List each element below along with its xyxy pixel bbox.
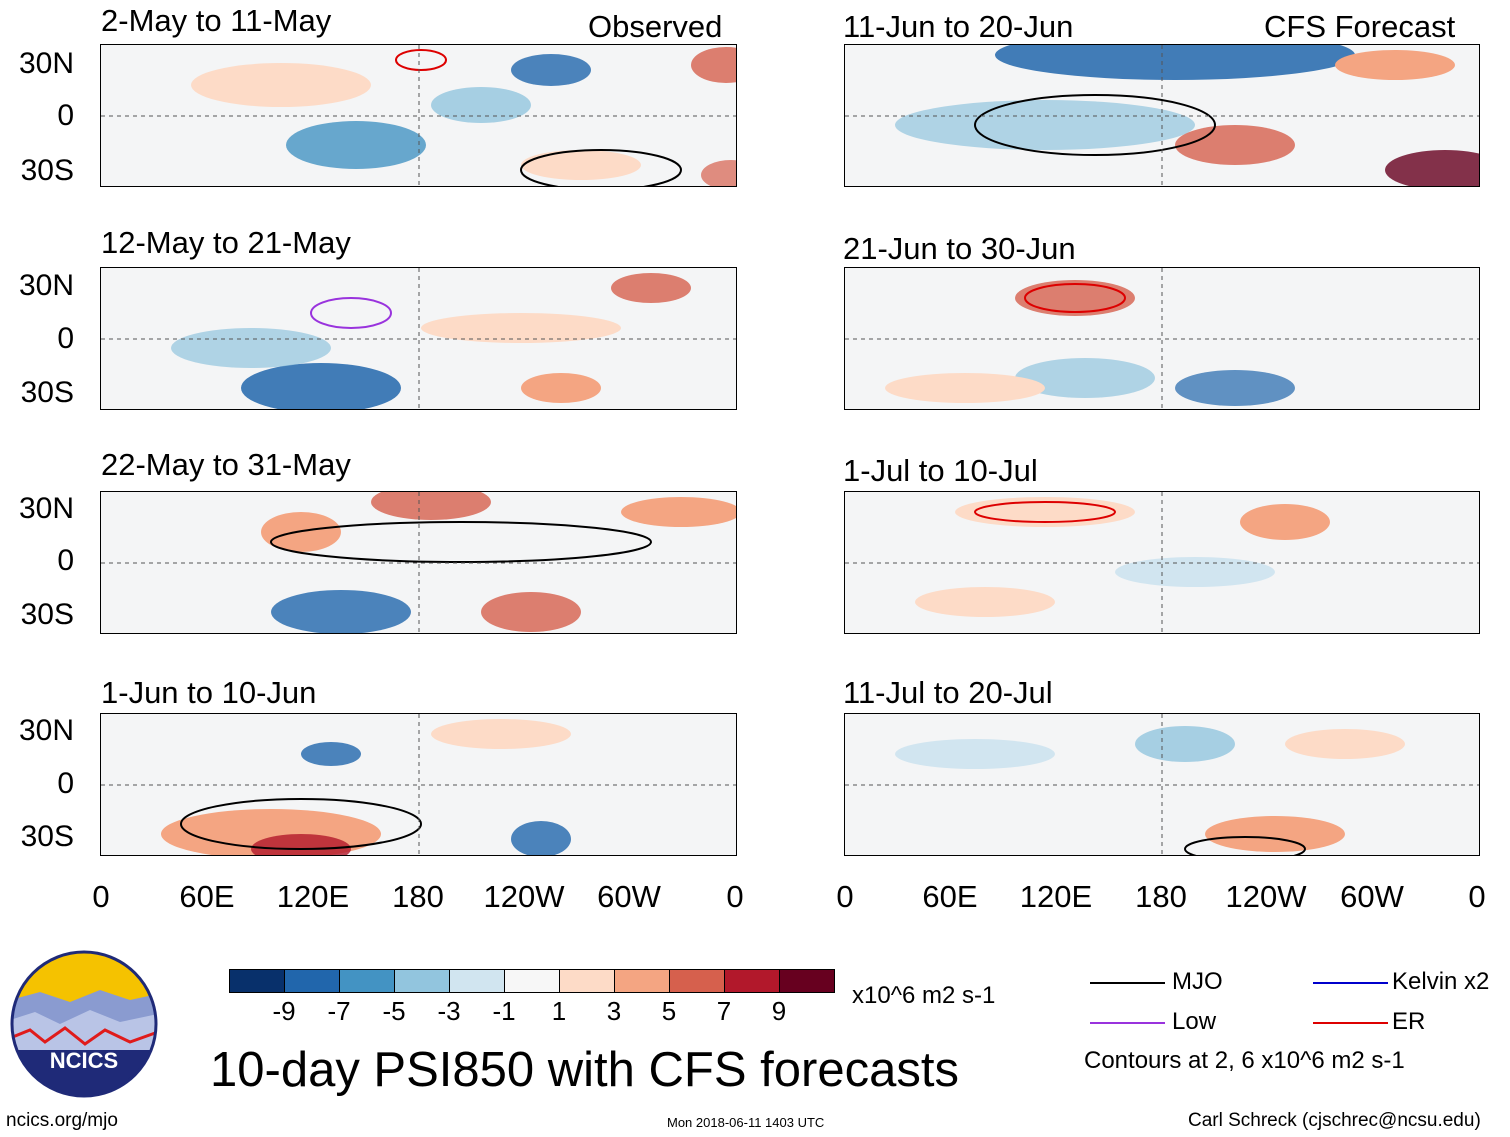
y-tick-label: 0: [57, 767, 74, 800]
panel-title: 21-Jun to 30-Jun: [843, 231, 1076, 266]
x-tick-label: 0: [836, 879, 854, 914]
x-tick-label: 120E: [276, 879, 350, 914]
x-tick-label: 180: [392, 879, 444, 914]
legend-swatch-kelvin: [1313, 982, 1388, 984]
panel-title: 1-Jul to 10-Jul: [843, 453, 1038, 488]
y-tick-label: 30S: [20, 598, 74, 631]
panel-title: 2-May to 11-May: [101, 3, 332, 38]
units-label: x10^6 m2 s-1: [852, 982, 996, 1009]
legend-label: Kelvin x2: [1392, 968, 1490, 995]
map-panel: [100, 44, 737, 187]
column-header-observed: Observed: [588, 9, 723, 44]
colorbar-box: [724, 969, 780, 993]
panel-title: 1-Jun to 10-Jun: [101, 675, 317, 710]
footer-url: ncics.org/mjo: [6, 1110, 118, 1131]
colorbar-box: [284, 969, 340, 993]
legend-label: MJO: [1172, 968, 1223, 995]
x-tick-label: 0: [1468, 879, 1486, 914]
map-panel: [844, 267, 1480, 410]
colorbar-box: [449, 969, 505, 993]
footer-timestamp: Mon 2018-06-11 1403 UTC: [667, 1115, 825, 1130]
colorbar-label: -1: [492, 996, 516, 1026]
anomaly-field: [101, 714, 736, 855]
y-tick-label: 30S: [20, 820, 74, 853]
colorbar-box: [504, 969, 560, 993]
x-tick-label: 120W: [1225, 879, 1307, 914]
y-tick-label: 30S: [20, 154, 74, 187]
legend-label: Low: [1172, 1008, 1217, 1035]
map-panel: [100, 267, 737, 410]
column-header-forecast: CFS Forecast: [1264, 9, 1456, 44]
x-tick-label: 0: [726, 879, 744, 914]
map-panel: [844, 713, 1480, 856]
x-tick-label: 60E: [179, 879, 235, 914]
y-tick-label: 30N: [18, 47, 74, 80]
colorbar-label: -3: [437, 996, 461, 1026]
logo-text: NCICS: [50, 1048, 118, 1073]
legend-swatch-mjo: [1090, 982, 1165, 984]
main-title: 10-day PSI850 with CFS forecasts: [210, 1043, 959, 1097]
colorbar-box: [614, 969, 670, 993]
anomaly-field: [845, 45, 1479, 186]
anomaly-field: [101, 492, 736, 633]
colorbar-label: 9: [771, 996, 787, 1026]
contour-note: Contours at 2, 6 x10^6 m2 s-1: [1084, 1047, 1405, 1074]
panel-title: 11-Jul to 20-Jul: [843, 675, 1053, 710]
y-tick-label: 0: [57, 99, 74, 132]
map-panel: [844, 491, 1480, 634]
panel-title: 22-May to 31-May: [101, 447, 351, 482]
colorbar-label: 5: [661, 996, 677, 1026]
legend-swatch-low: [1090, 1022, 1165, 1024]
y-tick-label: 30S: [20, 376, 74, 409]
anomaly-field: [845, 268, 1479, 409]
colorbar-label: -9: [272, 996, 296, 1026]
colorbar-label: 7: [716, 996, 732, 1026]
legend-swatch-er: [1313, 1022, 1388, 1024]
y-tick-label: 30N: [18, 269, 74, 302]
x-tick-label: 60W: [1340, 879, 1404, 914]
colorbar-box: [339, 969, 395, 993]
x-tick-label: 180: [1135, 879, 1187, 914]
colorbar-label: -5: [382, 996, 406, 1026]
colorbar-label: 3: [606, 996, 622, 1026]
colorbar-box: [394, 969, 450, 993]
anomaly-field: [101, 268, 736, 409]
x-tick-label: 120E: [1019, 879, 1093, 914]
x-tick-label: 60E: [922, 879, 978, 914]
x-tick-label: 60W: [597, 879, 661, 914]
colorbar-box: [229, 969, 285, 993]
y-tick-label: 30N: [18, 492, 74, 525]
ncics-logo: NCICS: [10, 950, 158, 1098]
anomaly-field: [845, 492, 1479, 633]
colorbar-label: 1: [551, 996, 567, 1026]
colorbar-label: -7: [327, 996, 351, 1026]
panel-title: 11-Jun to 20-Jun: [843, 9, 1074, 44]
anomaly-field: [845, 714, 1479, 855]
map-panel: [844, 44, 1480, 187]
footer-credit: Carl Schreck (cjschrec@ncsu.edu): [1188, 1110, 1481, 1131]
y-tick-label: 0: [57, 322, 74, 355]
colorbar-box: [559, 969, 615, 993]
y-tick-label: 0: [57, 544, 74, 577]
legend-label: ER: [1392, 1008, 1426, 1035]
panel-title: 12-May to 21-May: [101, 225, 351, 260]
anomaly-field: [101, 45, 736, 186]
map-panel: [100, 491, 737, 634]
colorbar-box: [779, 969, 835, 993]
y-tick-label: 30N: [18, 714, 74, 747]
colorbar-box: [669, 969, 725, 993]
x-tick-label: 120W: [483, 879, 565, 914]
map-panel: [100, 713, 737, 856]
x-tick-label: 0: [92, 879, 110, 914]
